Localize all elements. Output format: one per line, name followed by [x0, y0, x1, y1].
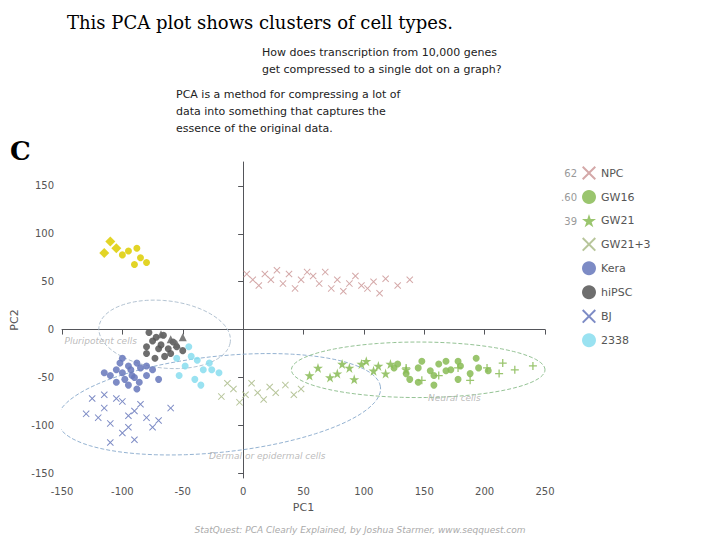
- svg-text:This PCA plot shows clusters o: This PCA plot shows clusters of cell typ…: [67, 12, 453, 33]
- svg-text:-150: -150: [31, 468, 54, 479]
- svg-text:100: 100: [35, 228, 54, 239]
- svg-text:.60: .60: [561, 192, 577, 203]
- svg-text:2338: 2338: [601, 334, 629, 347]
- svg-text:GW21: GW21: [601, 214, 634, 227]
- svg-text:0: 0: [240, 486, 246, 497]
- svg-text:Pluripotent cells: Pluripotent cells: [64, 336, 137, 346]
- svg-text:essence of the original data.: essence of the original data.: [176, 122, 333, 135]
- svg-text:62: 62: [564, 168, 577, 179]
- svg-text:C: C: [10, 136, 31, 166]
- svg-text:NPC: NPC: [601, 167, 624, 180]
- svg-text:200: 200: [475, 486, 494, 497]
- svg-text:-100: -100: [31, 420, 54, 431]
- svg-text:GW21+3: GW21+3: [601, 238, 651, 251]
- svg-text:GW16: GW16: [601, 191, 634, 204]
- svg-text:data into something that captu: data into something that captures the: [176, 105, 386, 118]
- svg-text:150: 150: [35, 180, 54, 191]
- svg-text:50: 50: [41, 276, 54, 287]
- svg-text:-50: -50: [38, 372, 54, 383]
- svg-text:-100: -100: [111, 486, 134, 497]
- svg-text:Dermal or epidermal cells: Dermal or epidermal cells: [209, 451, 326, 461]
- svg-text:39: 39: [564, 216, 577, 227]
- svg-text:PC1: PC1: [293, 501, 314, 514]
- svg-text:PCA is a method for compressin: PCA is a method for compressing a lot of: [176, 88, 402, 101]
- svg-text:StatQuest: PCA Clearly Explain: StatQuest: PCA Clearly Explained, by Jos…: [194, 525, 525, 535]
- svg-text:BJ: BJ: [601, 310, 612, 323]
- svg-text:100: 100: [354, 486, 373, 497]
- svg-text:250: 250: [535, 486, 554, 497]
- svg-text:get compressed to a single dot: get compressed to a single dot on a grap…: [262, 63, 502, 76]
- svg-text:-150: -150: [51, 486, 74, 497]
- svg-text:How does transcription from 10: How does transcription from 10,000 genes: [262, 46, 497, 59]
- svg-text:Kera: Kera: [601, 262, 626, 275]
- svg-text:150: 150: [415, 486, 434, 497]
- svg-text:50: 50: [297, 486, 310, 497]
- svg-text:0: 0: [48, 324, 54, 335]
- svg-text:Neural cells: Neural cells: [428, 393, 481, 403]
- svg-text:hiPSC: hiPSC: [601, 286, 633, 299]
- svg-text:-50: -50: [175, 486, 191, 497]
- svg-text:PC2: PC2: [8, 309, 21, 330]
